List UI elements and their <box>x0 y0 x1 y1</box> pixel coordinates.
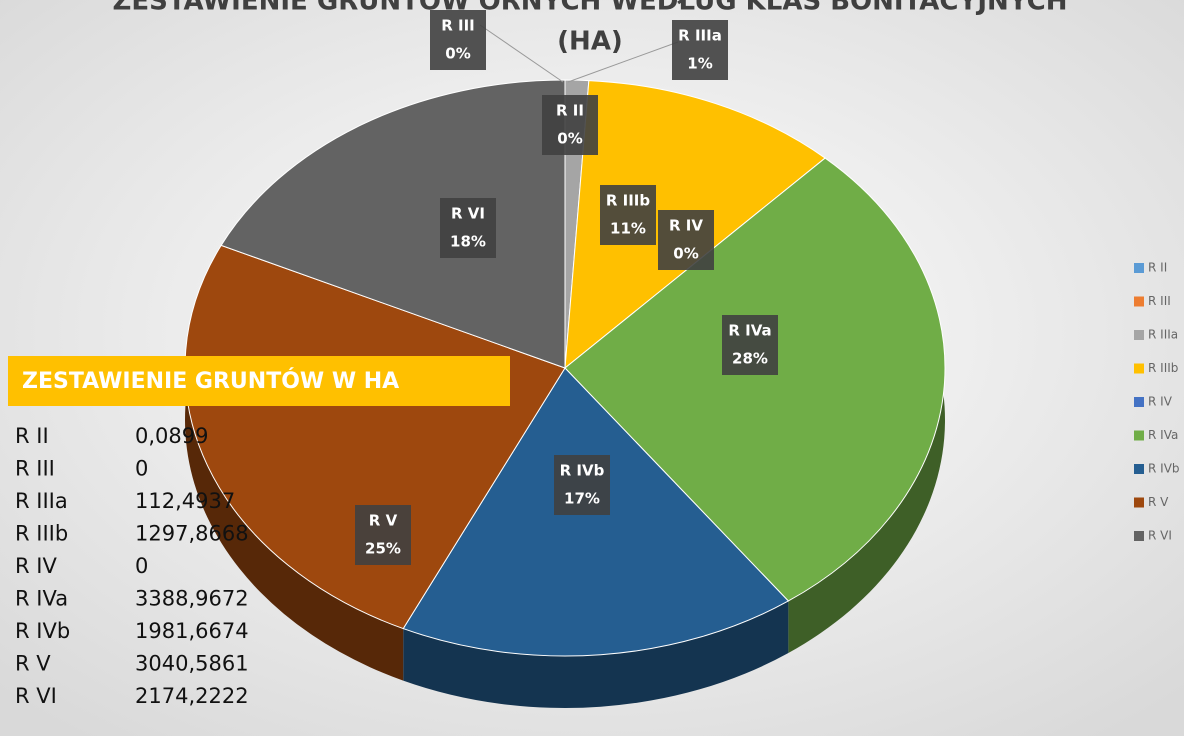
label-category: R VI <box>451 205 485 223</box>
label-box <box>554 455 610 515</box>
legend-label: R IV <box>1148 395 1173 409</box>
label-category: R IIIa <box>678 27 722 45</box>
label-value: 0% <box>557 130 582 148</box>
legend-label: R IVb <box>1148 462 1180 476</box>
data-labels: R II 0% R III 0% R IIIa 1% R IIIb 11% R IV 0% R IV… <box>355 10 778 565</box>
legend-label: R V <box>1148 495 1169 509</box>
label-box <box>440 198 496 258</box>
label-category: R III <box>441 17 475 35</box>
legend-swatch <box>1134 296 1144 307</box>
legend-label: R II <box>1148 261 1167 275</box>
label-category: R V <box>369 512 398 530</box>
table-value: 2174,2222 <box>135 684 249 708</box>
label-box <box>658 210 714 270</box>
label-value: 0% <box>445 45 470 63</box>
table-name: R IVa <box>15 587 68 611</box>
legend-swatch <box>1134 497 1144 508</box>
label-box <box>722 315 778 375</box>
legend-swatch <box>1134 464 1144 474</box>
legend-label: R VI <box>1148 529 1172 543</box>
slice <box>220 79 566 369</box>
label-value: 0% <box>673 245 698 263</box>
legend-label: R IIIb <box>1148 361 1178 375</box>
legend: R II R III R IIIa R IIIb R IV R IVa R IVb R V R … <box>1134 261 1180 543</box>
table-name: R V <box>15 652 51 676</box>
slice <box>184 244 566 630</box>
table-value: 0 <box>135 457 148 481</box>
table-name: R VI <box>15 684 57 708</box>
label-category: R IVb <box>560 462 605 480</box>
table-name: R IIIb <box>15 522 68 546</box>
label-value: 11% <box>610 220 646 238</box>
table-value: 0 <box>135 554 148 578</box>
label-value: 25% <box>365 540 401 558</box>
label-box <box>542 95 598 155</box>
label-category: R IIIb <box>606 192 651 210</box>
legend-swatch <box>1134 330 1144 340</box>
legend-swatch <box>1134 397 1144 407</box>
table-value: 1297,8668 <box>135 522 249 546</box>
legend-swatch <box>1134 430 1144 441</box>
table-name: R IVb <box>15 619 70 643</box>
table-value: 1981,6674 <box>135 619 249 643</box>
label-value: 28% <box>732 350 768 368</box>
table-name: R IV <box>15 554 57 578</box>
table-name: R IIIa <box>15 489 68 513</box>
chart-title: ZESTAWIENIE GRUNTÓW ORNYCH WEDŁUG KLAS B… <box>112 0 1067 17</box>
legend-swatch <box>1134 263 1144 273</box>
table-value: 112,4937 <box>135 489 235 513</box>
label-box <box>600 185 656 245</box>
legend-label: R IVa <box>1148 428 1178 442</box>
label-category: R IVa <box>728 322 771 340</box>
legend-label: R III <box>1148 294 1171 308</box>
table-title: ZESTAWIENIE GRUNTÓW W HA <box>22 368 399 394</box>
table: ZESTAWIENIE GRUNTÓW W HA R II 0,0899 R III… <box>8 356 510 708</box>
label-category: R IV <box>669 217 703 235</box>
label-value: 18% <box>450 233 486 251</box>
slice <box>564 157 946 602</box>
label-value: 1% <box>687 55 712 73</box>
legend-swatch <box>1134 363 1144 374</box>
slice-side <box>403 600 789 708</box>
leader-line <box>479 24 564 83</box>
table-header-bg <box>8 356 510 406</box>
legend-swatch <box>1134 531 1144 541</box>
label-value: 17% <box>564 490 600 508</box>
label-box <box>355 505 411 565</box>
table-value: 3388,9672 <box>135 587 249 611</box>
label-category: R II <box>556 102 584 120</box>
chart-subtitle: (HA) <box>557 27 623 57</box>
label-box <box>430 10 486 70</box>
legend-label: R IIIa <box>1148 328 1178 342</box>
table-name: R III <box>15 457 55 481</box>
label-box <box>672 20 728 80</box>
table-value: 0,0899 <box>135 424 208 448</box>
table-value: 3040,5861 <box>135 652 249 676</box>
leader-line <box>567 41 679 83</box>
table-name: R II <box>15 424 49 448</box>
